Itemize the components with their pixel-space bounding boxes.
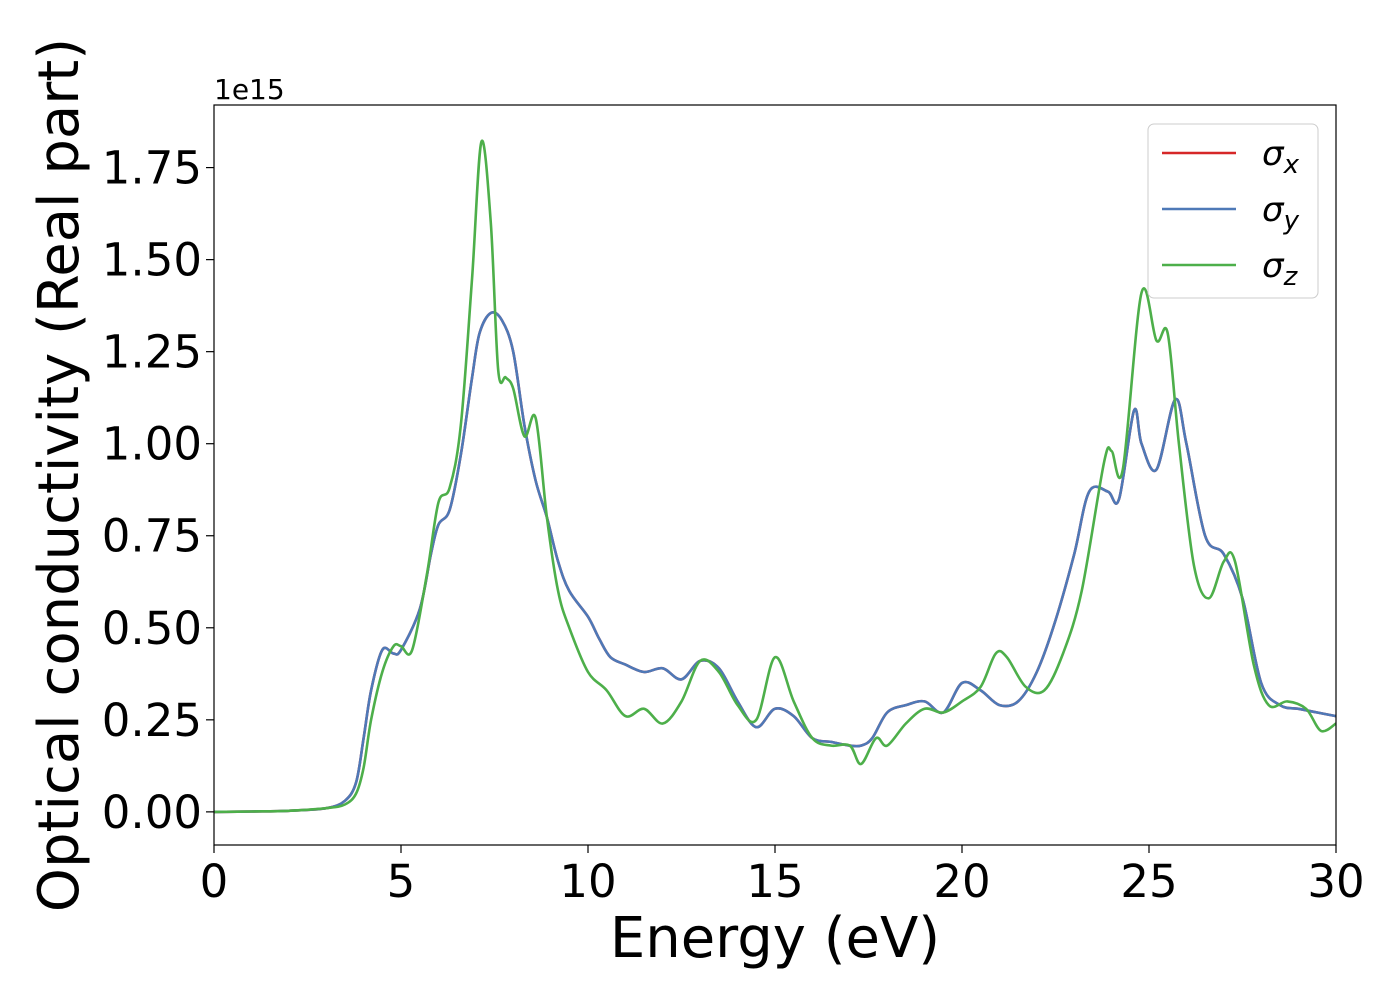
legend-subscript: y [1283, 206, 1300, 236]
series-line-sigma-z [213, 139, 1337, 814]
x-tick-label: 30 [1307, 855, 1364, 908]
x-tick-label: 0 [200, 855, 229, 908]
y-tick-label: 0.75 [102, 510, 202, 563]
y-tick-label: 0.50 [102, 602, 202, 655]
x-tick-label: 20 [933, 855, 990, 908]
x-tick-label: 15 [746, 855, 803, 908]
legend-label-sigma-y: σy [1262, 190, 1300, 236]
y-axis-ticks: 0.00 0.25 0.50 0.75 1.00 1.25 1.50 1.75 [102, 142, 214, 839]
x-tick-label: 25 [1120, 855, 1177, 908]
y-tick-label: 0.25 [102, 694, 202, 747]
y-tick-label: 1.50 [102, 234, 202, 287]
x-axis-label: Energy (eV) [610, 906, 940, 971]
x-axis-ticks: 0 5 10 15 20 25 30 [200, 845, 1365, 908]
legend-box [1147, 123, 1319, 299]
y-axis-label: Optical conductivity (Real part) [27, 38, 92, 912]
legend-subscript: z [1283, 262, 1299, 292]
y-tick-label: 0.00 [102, 786, 202, 839]
series-layer [213, 139, 1337, 814]
x-tick-label: 5 [387, 855, 416, 908]
y-offset-label: 1e15 [214, 73, 285, 106]
x-tick-label: 10 [559, 855, 616, 908]
legend-subscript: x [1283, 150, 1300, 180]
y-tick-label: 1.25 [102, 326, 202, 379]
y-tick-label: 1.00 [102, 418, 202, 471]
y-tick-label: 1.75 [102, 142, 202, 195]
